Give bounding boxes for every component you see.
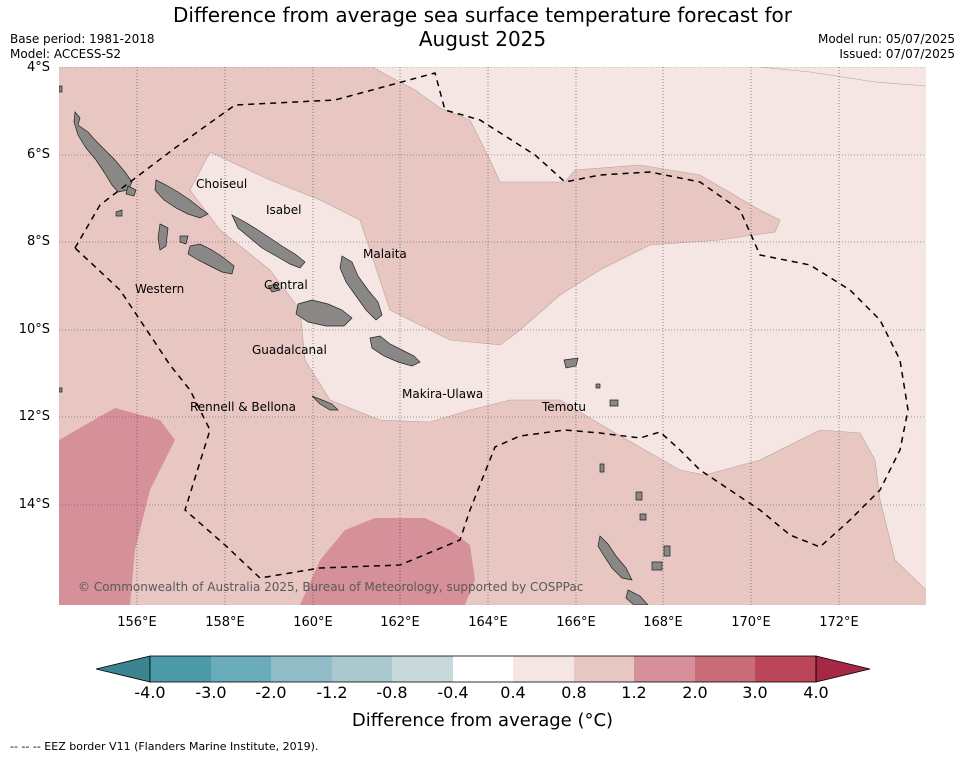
island-rennell — [311, 395, 339, 411]
colorbar — [96, 655, 871, 683]
colorbar-bin-9 — [634, 656, 695, 682]
lon-label-170e: 170°E — [731, 615, 771, 630]
cb-label-9: 2.0 — [682, 683, 708, 702]
colorbar-under — [96, 655, 151, 683]
eez-legend-note: -- -- -- EEZ border V11 (Flanders Marine… — [10, 740, 319, 753]
lat-label-12s: 12°S — [18, 409, 50, 424]
lon-label-172e: 172°E — [819, 615, 859, 630]
island-santa-cruz — [563, 357, 579, 369]
model-name: Model: ACCESS-S2 — [10, 47, 122, 61]
land-islands — [59, 85, 671, 605]
eez-border — [74, 72, 909, 579]
island-western-main — [73, 111, 133, 193]
lon-label-162e: 162°E — [380, 615, 420, 630]
base-period: Base period: 1981-2018 — [10, 32, 155, 46]
cb-label-11: 4.0 — [803, 683, 829, 702]
meta-left: Base period: 1981-2018 Model: ACCESS-S2 — [10, 32, 155, 62]
label-makira-ulawa: Makira-Ulawa — [402, 387, 484, 401]
colorbar-bin-11 — [755, 656, 816, 682]
colorbar-bin-5 — [392, 656, 453, 682]
model-run: Model run: 05/07/2025 — [817, 32, 955, 46]
lat-label-8s: 8°S — [26, 234, 50, 249]
cb-label-2: -2.0 — [255, 683, 287, 702]
anomaly-band-0.4-0.8 — [190, 67, 926, 590]
island-vella-lavella — [157, 223, 169, 251]
colorbar-bin-3 — [271, 656, 332, 682]
lat-label-10s: 10°S — [18, 322, 50, 337]
island-espiritu-santo — [597, 535, 633, 581]
title-line-2: August 2025 — [418, 27, 547, 51]
copyright-note: © Commonwealth of Australia 2025, Bureau… — [78, 580, 584, 594]
title-line-1: Difference from average sea surface temp… — [172, 3, 792, 27]
lon-label-156e: 156°E — [117, 615, 157, 630]
island-makira — [369, 335, 421, 367]
anomaly-band-0.4-0.8-north — [372, 67, 926, 86]
colorbar-bin-1 — [150, 656, 211, 682]
island-new-georgia — [187, 243, 235, 275]
lat-label-6s: 6°S — [26, 147, 50, 162]
colorbar-bin-8 — [574, 656, 634, 682]
colorbar-bin-2 — [211, 656, 271, 682]
lon-label-164e: 164°E — [468, 615, 508, 630]
lon-label-168e: 168°E — [643, 615, 683, 630]
cb-label-10: 3.0 — [742, 683, 768, 702]
label-malaita: Malaita — [363, 247, 407, 261]
cb-label-6: 0.4 — [500, 683, 526, 702]
island-guadalcanal — [295, 299, 353, 327]
sst-anomaly-map — [59, 67, 926, 605]
label-western: Western — [135, 282, 185, 296]
label-temotu: Temotu — [542, 400, 587, 414]
label-choiseul: Choiseul — [196, 177, 248, 191]
lon-label-158e: 158°E — [205, 615, 245, 630]
colorbar-bin-4 — [332, 656, 392, 682]
colorbar-bin-7 — [513, 656, 574, 682]
meta-right: Model run: 05/07/2025 Issued: 07/07/2025 — [818, 32, 955, 62]
colorbar-bin-10 — [695, 656, 755, 682]
anomaly-band-1.2-2.0-south — [300, 518, 475, 605]
island-malaita — [339, 255, 383, 321]
cb-label-0: -4.0 — [134, 683, 166, 702]
label-guadalcanal: Guadalcanal — [252, 343, 327, 357]
label-central: Central — [264, 278, 308, 292]
island-isabel — [231, 214, 306, 269]
cb-label-8: 1.2 — [621, 683, 647, 702]
cb-label-1: -3.0 — [195, 683, 227, 702]
lon-label-166e: 166°E — [556, 615, 596, 630]
cb-label-3: -1.2 — [316, 683, 348, 702]
issued-date: Issued: 07/07/2025 — [839, 47, 955, 61]
island-choiseul — [154, 179, 209, 219]
cb-label-4: -0.8 — [376, 683, 408, 702]
lat-label-4s: 4°S — [26, 60, 50, 75]
lon-label-160e: 160°E — [293, 615, 333, 630]
colorbar-title: Difference from average (°C) — [351, 710, 614, 731]
island-malakula — [625, 589, 649, 605]
label-isabel: Isabel — [266, 203, 302, 217]
cb-label-7: 0.8 — [561, 683, 587, 702]
label-rennell-bellona: Rennell & Bellona — [190, 400, 297, 414]
cb-label-5: -0.4 — [437, 683, 469, 702]
map-title: Difference from average sea surface temp… — [0, 3, 965, 51]
island-florida — [267, 283, 281, 293]
colorbar-bin-6 — [453, 656, 513, 682]
anomaly-band-1.2-2.0-west — [59, 408, 175, 605]
colorbar-over — [815, 655, 871, 683]
lat-label-14s: 14°S — [18, 497, 50, 512]
